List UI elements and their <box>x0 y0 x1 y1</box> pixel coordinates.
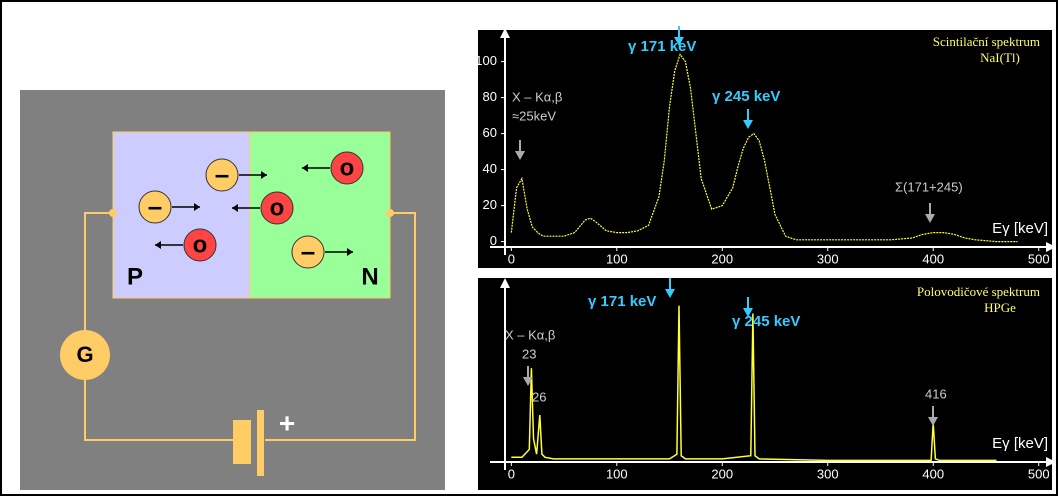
annotation: ≈25keV <box>512 108 556 123</box>
p-label: P <box>127 263 143 290</box>
chart-subtitle: NaI(Tl) <box>980 50 1020 65</box>
chart-title: Polovodičové spektrum <box>917 284 1040 299</box>
contact <box>109 209 117 217</box>
y-tick-label: 80 <box>483 89 497 104</box>
meter-label: G <box>76 342 93 367</box>
chart-title: Scintilační spektrum <box>933 34 1040 49</box>
battery-cell <box>257 410 264 476</box>
carrier-sign: – <box>215 159 229 189</box>
annotation: X – Kα,β <box>512 89 562 104</box>
annotation: 26 <box>532 389 546 404</box>
x-axis-label: Eγ [keV] <box>992 435 1048 452</box>
x-axis-label: Eγ [keV] <box>992 220 1048 237</box>
carrier-sign: – <box>301 236 315 266</box>
battery-cell <box>233 420 251 464</box>
slide: P N G + –––ooo 0100200300400500020406080… <box>0 0 1059 497</box>
x-tick-label: 100 <box>606 466 628 481</box>
annotation: 416 <box>925 386 947 401</box>
x-tick-label: 300 <box>817 466 839 481</box>
y-tick-label: 60 <box>483 125 497 140</box>
annotation: γ 171 keV <box>588 293 656 310</box>
y-tick-label: 40 <box>483 161 497 176</box>
chart-bg <box>478 30 1052 268</box>
carrier-sign: – <box>148 191 162 221</box>
carrier-sign: o <box>193 231 208 258</box>
carrier-sign: o <box>340 154 355 181</box>
y-tick-label: 20 <box>483 197 497 212</box>
x-tick-label: 0 <box>508 466 515 481</box>
annotation: γ 245 keV <box>712 88 780 105</box>
n-label: N <box>361 263 378 290</box>
pn-diagram: P N G + –––ooo <box>20 90 445 490</box>
chart-subtitle: HPGe <box>984 300 1016 315</box>
x-tick-label: 200 <box>711 251 733 266</box>
carrier-sign: o <box>270 194 285 221</box>
contact <box>386 209 394 217</box>
annotation: Σ(171+245) <box>895 179 963 194</box>
x-tick-label: 200 <box>711 466 733 481</box>
x-tick-label: 500 <box>1028 251 1050 266</box>
battery-label: + <box>279 407 295 438</box>
x-tick-label: 300 <box>817 251 839 266</box>
annotation: γ 245 keV <box>732 313 800 330</box>
x-tick-label: 500 <box>1028 466 1050 481</box>
x-tick-label: 0 <box>508 251 515 266</box>
x-tick-label: 100 <box>606 251 628 266</box>
y-tick-label: 0 <box>490 233 497 248</box>
x-tick-label: 400 <box>922 466 944 481</box>
y-tick-label: 100 <box>475 53 497 68</box>
annotation: γ 171 keV <box>628 38 696 55</box>
annotation: X – Kα,β <box>505 327 555 342</box>
x-tick-label: 400 <box>922 251 944 266</box>
annotation: 23 <box>522 346 536 361</box>
